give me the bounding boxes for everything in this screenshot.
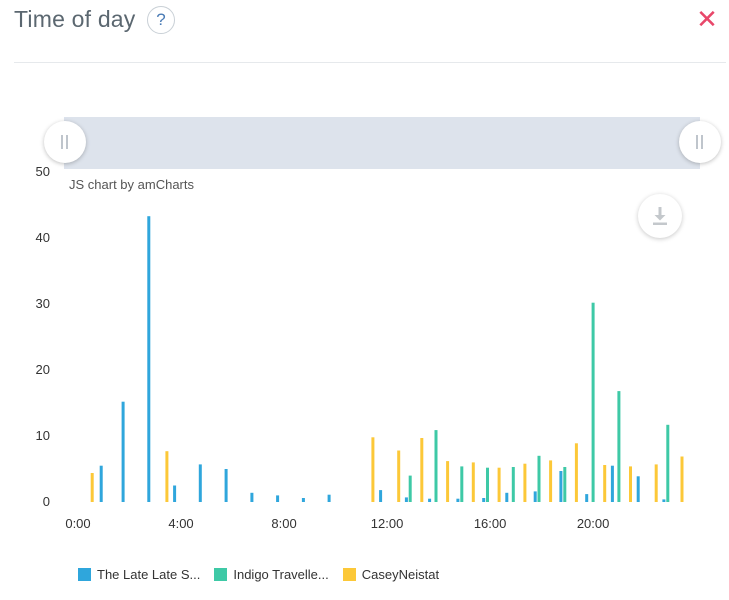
bar xyxy=(379,490,383,502)
bar xyxy=(585,494,589,502)
y-tick-label: 20 xyxy=(36,362,50,377)
bar xyxy=(636,476,640,502)
help-question-mark-icon[interactable]: ? xyxy=(147,6,175,34)
bar xyxy=(680,456,684,502)
download-icon xyxy=(653,207,667,225)
export-button[interactable] xyxy=(638,194,682,238)
legend-swatch xyxy=(78,567,91,581)
close-icon[interactable]: ✕ xyxy=(696,4,718,34)
bar xyxy=(434,430,438,502)
scrollbar-start-grip-icon[interactable] xyxy=(44,121,86,163)
bar xyxy=(497,467,501,502)
legend-swatch xyxy=(342,567,356,581)
x-tick-label: 4:00 xyxy=(168,516,193,531)
y-tick-label: 10 xyxy=(36,428,50,443)
legend-item-late-late-show[interactable]: The Late Late S... xyxy=(78,567,200,582)
bar xyxy=(505,492,509,502)
bar xyxy=(591,302,595,502)
legend-label: Indigo Travelle... xyxy=(233,566,329,582)
chart-scrollbar[interactable] xyxy=(64,117,700,169)
panel-header: Time of day ? ✕ xyxy=(0,0,729,62)
bar xyxy=(250,492,254,502)
bar xyxy=(404,497,408,502)
x-tick-label: 0:00 xyxy=(65,516,90,531)
x-tick-label: 8:00 xyxy=(271,516,296,531)
bar xyxy=(563,467,567,502)
bar xyxy=(446,461,450,502)
bar xyxy=(460,466,464,502)
panel-title: Time of day xyxy=(14,6,136,32)
bar xyxy=(301,498,305,502)
bar xyxy=(90,473,94,502)
bar xyxy=(456,498,460,502)
bar xyxy=(654,464,658,502)
bar xyxy=(537,455,541,502)
bar xyxy=(276,495,280,502)
header-divider xyxy=(14,62,726,63)
bar xyxy=(198,464,202,502)
y-tick-label: 40 xyxy=(36,230,50,245)
bar xyxy=(533,491,537,502)
legend-item-casey-neistat[interactable]: CaseyNeistat xyxy=(342,566,440,582)
bar xyxy=(99,465,103,502)
legend-swatch xyxy=(214,567,228,581)
y-tick-label: 0 xyxy=(43,494,50,509)
y-tick-label: 50 xyxy=(36,164,50,179)
bar xyxy=(574,443,578,502)
x-tick-label: 12:00 xyxy=(371,516,404,531)
bar xyxy=(629,466,632,502)
bar xyxy=(486,467,489,502)
bar xyxy=(371,437,375,502)
legend-label: The Late Late S... xyxy=(97,566,201,582)
bar xyxy=(559,471,563,502)
bar xyxy=(471,462,475,502)
bar xyxy=(165,451,169,502)
bar xyxy=(610,465,614,502)
y-tick-label: 30 xyxy=(36,296,50,311)
x-tick-label: 16:00 xyxy=(474,516,507,531)
bar xyxy=(147,216,151,502)
bar xyxy=(617,391,621,502)
bar xyxy=(408,475,412,502)
bar xyxy=(224,469,228,502)
legend-label: CaseyNeistat xyxy=(361,566,440,582)
bar xyxy=(523,463,527,502)
chart-legend: The Late Late S... Indigo Travelle... Ca… xyxy=(78,564,453,584)
x-tick-label: 20:00 xyxy=(577,516,610,531)
bar xyxy=(549,460,553,502)
bar xyxy=(428,498,432,502)
bar xyxy=(511,467,515,502)
bar xyxy=(173,485,177,502)
bar xyxy=(397,450,401,502)
legend-item-indigo-traveller[interactable]: Indigo Travelle... xyxy=(214,566,329,582)
bar xyxy=(482,498,486,502)
bar xyxy=(420,438,424,502)
bar xyxy=(327,494,331,502)
bar xyxy=(603,465,607,502)
bar xyxy=(121,401,125,502)
bar xyxy=(662,499,666,502)
bar xyxy=(666,424,670,502)
scrollbar-end-grip-icon[interactable] xyxy=(679,121,721,163)
chart-credit-link[interactable]: JS chart by amCharts xyxy=(69,177,194,192)
